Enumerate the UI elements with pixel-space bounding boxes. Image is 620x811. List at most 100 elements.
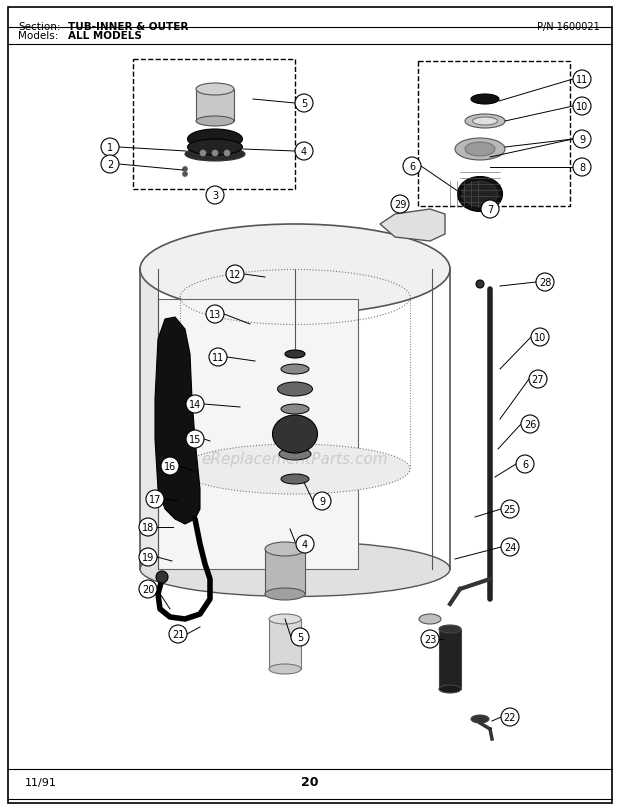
Text: 20: 20 <box>142 584 154 594</box>
Ellipse shape <box>281 365 309 375</box>
Circle shape <box>139 548 157 566</box>
Text: 25: 25 <box>503 504 516 514</box>
Circle shape <box>139 518 157 536</box>
Circle shape <box>403 158 421 176</box>
Circle shape <box>476 281 484 289</box>
Text: eReplacementParts.com: eReplacementParts.com <box>202 452 388 467</box>
Text: ALL MODELS: ALL MODELS <box>68 31 142 41</box>
Circle shape <box>200 151 206 157</box>
Text: 27: 27 <box>532 375 544 384</box>
Ellipse shape <box>275 427 315 443</box>
Bar <box>140 270 158 569</box>
Text: 4: 4 <box>302 539 308 549</box>
Ellipse shape <box>439 685 461 693</box>
Text: 7: 7 <box>487 204 493 215</box>
Text: 5: 5 <box>297 633 303 642</box>
Ellipse shape <box>281 474 309 484</box>
Text: 6: 6 <box>522 460 528 470</box>
Circle shape <box>516 456 534 474</box>
Ellipse shape <box>273 415 317 453</box>
Text: 4: 4 <box>301 147 307 157</box>
Text: 29: 29 <box>394 200 406 210</box>
Ellipse shape <box>265 588 305 600</box>
Ellipse shape <box>185 148 245 162</box>
Circle shape <box>501 500 519 518</box>
Ellipse shape <box>279 448 311 461</box>
Ellipse shape <box>465 115 505 129</box>
Circle shape <box>291 629 309 646</box>
Text: 18: 18 <box>142 522 154 532</box>
Ellipse shape <box>140 225 450 315</box>
Text: 28: 28 <box>539 277 551 288</box>
Bar <box>269 620 301 669</box>
Text: 23: 23 <box>424 634 436 644</box>
Text: 8: 8 <box>579 163 585 173</box>
Circle shape <box>529 371 547 388</box>
Ellipse shape <box>196 84 234 96</box>
Text: 19: 19 <box>142 552 154 562</box>
Ellipse shape <box>278 383 312 397</box>
Text: 15: 15 <box>189 435 201 444</box>
Text: P/N 1600021: P/N 1600021 <box>538 22 600 32</box>
Ellipse shape <box>140 542 450 597</box>
Circle shape <box>212 151 218 157</box>
Circle shape <box>501 708 519 726</box>
Ellipse shape <box>269 614 301 624</box>
Text: 20: 20 <box>301 775 319 788</box>
Circle shape <box>521 415 539 433</box>
Text: 11: 11 <box>212 353 224 363</box>
Text: 9: 9 <box>579 135 585 145</box>
Ellipse shape <box>285 350 305 358</box>
Text: 6: 6 <box>409 162 415 172</box>
Text: 11: 11 <box>576 75 588 85</box>
Text: 3: 3 <box>212 191 218 201</box>
Circle shape <box>146 491 164 508</box>
Text: 16: 16 <box>164 461 176 471</box>
Circle shape <box>226 266 244 284</box>
Bar <box>439 629 461 689</box>
Circle shape <box>573 98 591 116</box>
Ellipse shape <box>455 139 505 161</box>
Circle shape <box>101 156 119 174</box>
Circle shape <box>156 571 168 583</box>
Ellipse shape <box>472 118 497 126</box>
Text: 14: 14 <box>189 400 201 410</box>
Bar <box>265 549 305 594</box>
Text: 1: 1 <box>107 143 113 152</box>
Circle shape <box>182 172 187 178</box>
Text: 10: 10 <box>576 102 588 112</box>
Polygon shape <box>380 210 445 242</box>
Text: 26: 26 <box>524 419 536 430</box>
Text: 12: 12 <box>229 270 241 280</box>
Circle shape <box>139 581 157 599</box>
Text: 5: 5 <box>301 99 307 109</box>
Ellipse shape <box>187 139 242 156</box>
Bar <box>418 62 570 207</box>
Circle shape <box>206 187 224 204</box>
Circle shape <box>182 167 187 172</box>
Text: 11/91: 11/91 <box>25 777 57 787</box>
Circle shape <box>209 349 227 367</box>
Ellipse shape <box>465 143 495 157</box>
Circle shape <box>161 457 179 475</box>
Ellipse shape <box>458 178 502 212</box>
Circle shape <box>169 625 187 643</box>
Ellipse shape <box>471 715 489 723</box>
Circle shape <box>536 273 554 292</box>
Ellipse shape <box>265 543 305 556</box>
Circle shape <box>295 95 313 113</box>
Ellipse shape <box>419 614 441 624</box>
Text: 13: 13 <box>209 310 221 320</box>
Text: TUB-INNER & OUTER: TUB-INNER & OUTER <box>68 22 188 32</box>
Circle shape <box>573 71 591 89</box>
Text: 2: 2 <box>107 160 113 169</box>
Circle shape <box>224 151 230 157</box>
Ellipse shape <box>471 95 499 105</box>
Circle shape <box>186 431 204 448</box>
Text: 9: 9 <box>319 496 325 506</box>
Circle shape <box>101 139 119 157</box>
Circle shape <box>573 131 591 148</box>
Circle shape <box>481 201 499 219</box>
Circle shape <box>531 328 549 346</box>
Text: 10: 10 <box>534 333 546 342</box>
